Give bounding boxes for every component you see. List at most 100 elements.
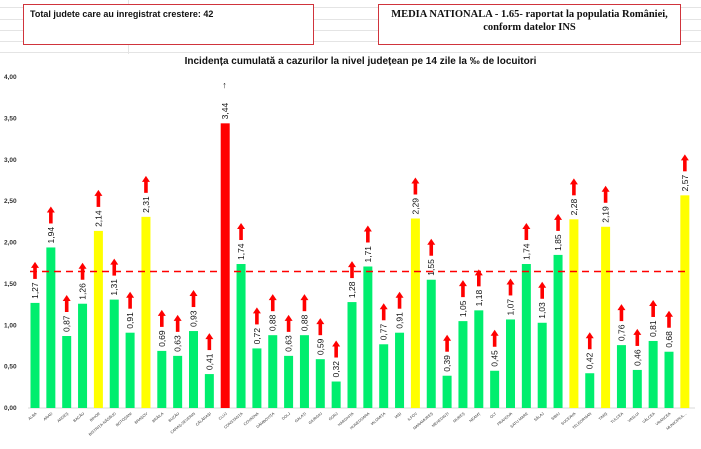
bar-vâlcea	[648, 340, 658, 408]
bar-dâmbovița	[268, 335, 278, 408]
trend-arrow-head	[680, 154, 689, 161]
x-tick-label: GALAȚI	[294, 412, 307, 424]
trend-arrow-icon	[461, 285, 465, 298]
trend-arrow-head	[649, 299, 658, 306]
sheet-gridline	[0, 19, 701, 20]
trend-arrow-icon	[413, 182, 418, 195]
x-tick-label: BRĂILA	[152, 411, 165, 423]
trend-arrow-head	[316, 318, 325, 325]
trend-arrow-icon	[255, 312, 259, 325]
data-label: 0,72	[252, 328, 262, 345]
bar-sălaj	[537, 322, 547, 408]
trend-arrow-head	[458, 280, 467, 287]
data-label: 2,57	[680, 175, 690, 192]
trend-arrow-icon	[112, 263, 117, 276]
bar-timiș	[601, 226, 611, 408]
data-label: 1,18	[474, 290, 484, 307]
trend-arrow-icon	[381, 308, 386, 321]
x-tick-label: OLT	[489, 411, 498, 419]
bar-călărași	[204, 374, 214, 408]
y-tick-label: 3,00	[4, 157, 17, 164]
bar-brașov	[141, 216, 151, 408]
trend-arrow-icon	[540, 286, 544, 299]
data-label: 0,81	[648, 320, 658, 337]
trend-arrow-icon	[207, 338, 212, 351]
trend-arrow-icon	[33, 266, 37, 279]
bar-argeș	[62, 336, 72, 408]
x-tick-label: ALBA	[28, 411, 38, 421]
trend-arrow-icon	[572, 183, 576, 196]
bar-mehedinți	[442, 375, 452, 408]
data-label: 2,28	[569, 199, 579, 216]
trend-arrow-head	[348, 261, 356, 268]
trend-arrow-head	[443, 334, 452, 341]
data-label: 1,28	[347, 281, 357, 298]
national-average-line2: conform datelor INS	[483, 22, 576, 33]
data-label: 1,71	[363, 246, 373, 263]
bar-mureș	[458, 321, 468, 408]
trend-arrow-head	[268, 294, 277, 301]
bar-iași	[395, 332, 405, 408]
bar-caraș-severin	[189, 331, 198, 408]
bar-vrancea	[664, 351, 674, 408]
trend-arrow-head	[284, 314, 293, 321]
bar-bistrița-năsăud	[109, 299, 119, 408]
bar-dolj	[284, 355, 294, 408]
trend-arrow-icon	[477, 274, 481, 287]
data-label: 0,88	[268, 314, 278, 331]
data-label: 0,42	[585, 352, 595, 369]
x-tick-label: IAȘI	[394, 412, 402, 420]
data-label: 0,76	[616, 324, 626, 341]
x-tick-label: MUREȘ	[453, 411, 466, 423]
trend-arrow-icon	[524, 228, 529, 241]
trend-arrow-icon	[350, 266, 354, 279]
bar-botoșani	[125, 332, 135, 408]
data-label: 0,39	[442, 355, 452, 372]
data-label: 1,74	[236, 243, 246, 260]
y-tick-label: 2,00	[4, 240, 17, 247]
bar-suceava	[569, 219, 579, 408]
bar-cluj	[220, 123, 230, 408]
x-tick-label: MEHEDINȚI	[431, 412, 450, 428]
trend-arrow-head	[94, 189, 103, 196]
data-label: 0,77	[379, 323, 389, 340]
data-label: 1,55	[426, 259, 436, 276]
trend-arrow-icon	[587, 337, 592, 350]
data-label: 2,31	[141, 196, 151, 213]
bar-hunedoara	[363, 266, 373, 408]
trend-arrow-icon	[160, 314, 164, 327]
trend-arrow-head	[411, 177, 420, 184]
trend-arrow-icon	[239, 228, 243, 241]
y-tick-label: 0,00	[4, 405, 17, 412]
national-average-line1: MEDIA NATIONALA - 1.65- raportat la popu…	[391, 9, 668, 20]
chart-title: Incidența cumulată a cazurilor la nivel …	[184, 56, 537, 67]
bar-constanța	[236, 264, 246, 408]
trend-arrow-head	[379, 303, 388, 310]
sheet-gridline	[0, 7, 701, 8]
bar-tulcea	[616, 345, 626, 408]
data-label: 1,74	[521, 243, 531, 260]
bar-maramureș	[426, 279, 436, 408]
trend-arrow-icon	[445, 339, 449, 352]
trend-arrow-icon	[683, 159, 687, 172]
x-tick-label: GORJ	[328, 412, 339, 422]
bar-bihor	[93, 230, 103, 408]
data-label: 2,29	[410, 198, 420, 215]
data-label: 1,03	[537, 302, 547, 319]
national-average-box: MEDIA NATIONALA - 1.65- raportat la popu…	[378, 4, 681, 45]
bar-bacău	[78, 303, 88, 408]
trend-arrow-icon	[64, 300, 69, 313]
data-label: 0,32	[331, 361, 341, 378]
bar-prahova	[506, 319, 515, 408]
bar-municipiul...	[680, 195, 690, 408]
bar-teleorman	[585, 373, 595, 408]
bar-buzău	[173, 355, 183, 408]
trend-arrow-head	[300, 294, 309, 301]
data-label: 1,07	[506, 299, 516, 316]
trend-arrow-head	[110, 258, 119, 265]
x-tick-label: IALOMIȚA	[370, 411, 387, 426]
trend-arrow-head	[205, 333, 214, 340]
trend-arrow-head	[522, 223, 531, 230]
trend-arrow-head	[157, 309, 166, 316]
trend-arrow-icon	[175, 319, 180, 332]
